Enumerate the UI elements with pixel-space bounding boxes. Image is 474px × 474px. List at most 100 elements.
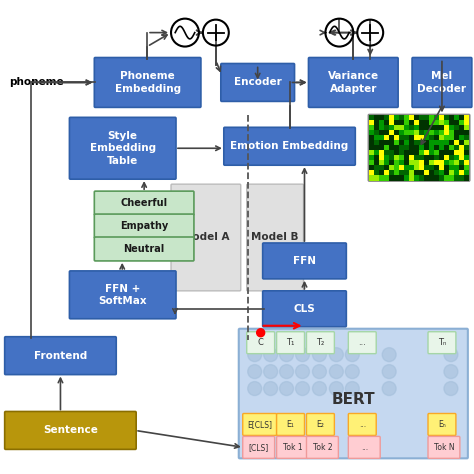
FancyBboxPatch shape bbox=[277, 332, 304, 354]
FancyBboxPatch shape bbox=[444, 160, 449, 166]
Circle shape bbox=[257, 329, 264, 337]
FancyBboxPatch shape bbox=[384, 150, 390, 156]
FancyBboxPatch shape bbox=[459, 135, 465, 141]
FancyBboxPatch shape bbox=[389, 170, 395, 176]
FancyBboxPatch shape bbox=[459, 140, 465, 146]
FancyBboxPatch shape bbox=[429, 165, 435, 171]
FancyBboxPatch shape bbox=[307, 437, 338, 458]
FancyBboxPatch shape bbox=[394, 130, 400, 136]
FancyBboxPatch shape bbox=[454, 145, 459, 151]
Text: Tok N: Tok N bbox=[434, 443, 454, 452]
FancyBboxPatch shape bbox=[369, 135, 375, 141]
FancyBboxPatch shape bbox=[384, 115, 390, 121]
Circle shape bbox=[312, 347, 327, 362]
FancyBboxPatch shape bbox=[444, 150, 449, 156]
FancyBboxPatch shape bbox=[414, 125, 419, 131]
FancyBboxPatch shape bbox=[424, 130, 429, 136]
FancyBboxPatch shape bbox=[414, 140, 419, 146]
FancyBboxPatch shape bbox=[444, 135, 449, 141]
FancyBboxPatch shape bbox=[444, 120, 449, 126]
FancyBboxPatch shape bbox=[404, 160, 410, 166]
FancyBboxPatch shape bbox=[369, 145, 375, 151]
FancyBboxPatch shape bbox=[409, 140, 415, 146]
FancyBboxPatch shape bbox=[444, 165, 449, 171]
FancyBboxPatch shape bbox=[389, 160, 395, 166]
FancyBboxPatch shape bbox=[379, 160, 385, 166]
FancyBboxPatch shape bbox=[69, 271, 176, 319]
FancyBboxPatch shape bbox=[379, 170, 385, 176]
FancyBboxPatch shape bbox=[429, 150, 435, 156]
FancyBboxPatch shape bbox=[404, 125, 410, 131]
FancyBboxPatch shape bbox=[464, 130, 469, 136]
FancyBboxPatch shape bbox=[454, 135, 459, 141]
FancyBboxPatch shape bbox=[459, 115, 465, 121]
FancyBboxPatch shape bbox=[369, 170, 375, 176]
FancyBboxPatch shape bbox=[459, 120, 465, 126]
FancyBboxPatch shape bbox=[69, 118, 176, 179]
Text: T₂: T₂ bbox=[316, 338, 325, 347]
Circle shape bbox=[295, 365, 310, 379]
FancyBboxPatch shape bbox=[369, 175, 375, 181]
Circle shape bbox=[444, 365, 458, 379]
Circle shape bbox=[382, 365, 396, 379]
FancyBboxPatch shape bbox=[379, 155, 385, 161]
FancyBboxPatch shape bbox=[369, 160, 375, 166]
FancyBboxPatch shape bbox=[399, 175, 405, 181]
Text: BERT: BERT bbox=[331, 392, 375, 407]
FancyBboxPatch shape bbox=[464, 125, 469, 131]
Text: Variance
Adapter: Variance Adapter bbox=[328, 71, 379, 94]
FancyBboxPatch shape bbox=[379, 140, 385, 146]
FancyBboxPatch shape bbox=[394, 145, 400, 151]
FancyBboxPatch shape bbox=[384, 165, 390, 171]
Text: E₁: E₁ bbox=[287, 420, 294, 429]
FancyBboxPatch shape bbox=[399, 130, 405, 136]
FancyBboxPatch shape bbox=[404, 135, 410, 141]
FancyBboxPatch shape bbox=[369, 165, 375, 171]
FancyBboxPatch shape bbox=[424, 145, 429, 151]
Circle shape bbox=[329, 365, 343, 379]
FancyBboxPatch shape bbox=[404, 155, 410, 161]
FancyBboxPatch shape bbox=[434, 140, 439, 146]
FancyBboxPatch shape bbox=[414, 150, 419, 156]
FancyBboxPatch shape bbox=[464, 145, 469, 151]
FancyBboxPatch shape bbox=[449, 140, 455, 146]
Circle shape bbox=[280, 365, 293, 379]
FancyBboxPatch shape bbox=[434, 160, 439, 166]
FancyBboxPatch shape bbox=[414, 165, 419, 171]
FancyBboxPatch shape bbox=[454, 120, 459, 126]
FancyBboxPatch shape bbox=[412, 57, 472, 108]
FancyBboxPatch shape bbox=[419, 160, 425, 166]
FancyBboxPatch shape bbox=[444, 175, 449, 181]
Text: Style
Embedding
Table: Style Embedding Table bbox=[90, 131, 156, 165]
FancyBboxPatch shape bbox=[404, 170, 410, 176]
FancyBboxPatch shape bbox=[348, 413, 376, 436]
FancyBboxPatch shape bbox=[454, 165, 459, 171]
FancyBboxPatch shape bbox=[171, 184, 241, 291]
FancyBboxPatch shape bbox=[434, 170, 439, 176]
FancyBboxPatch shape bbox=[399, 140, 405, 146]
Text: Model B: Model B bbox=[251, 232, 298, 242]
FancyBboxPatch shape bbox=[434, 115, 439, 121]
FancyBboxPatch shape bbox=[399, 145, 405, 151]
FancyBboxPatch shape bbox=[348, 437, 380, 458]
FancyBboxPatch shape bbox=[439, 155, 445, 161]
FancyBboxPatch shape bbox=[444, 130, 449, 136]
Text: Tₙ: Tₙ bbox=[438, 338, 446, 347]
FancyBboxPatch shape bbox=[389, 120, 395, 126]
FancyBboxPatch shape bbox=[414, 115, 419, 121]
FancyBboxPatch shape bbox=[428, 437, 460, 458]
FancyBboxPatch shape bbox=[399, 115, 405, 121]
FancyBboxPatch shape bbox=[384, 135, 390, 141]
FancyBboxPatch shape bbox=[369, 150, 375, 156]
FancyBboxPatch shape bbox=[409, 135, 415, 141]
FancyBboxPatch shape bbox=[454, 130, 459, 136]
FancyBboxPatch shape bbox=[439, 145, 445, 151]
FancyBboxPatch shape bbox=[379, 125, 385, 131]
Text: FFN +
SoftMax: FFN + SoftMax bbox=[99, 283, 147, 306]
FancyBboxPatch shape bbox=[348, 332, 376, 354]
FancyBboxPatch shape bbox=[409, 150, 415, 156]
FancyBboxPatch shape bbox=[424, 115, 429, 121]
FancyBboxPatch shape bbox=[384, 140, 390, 146]
FancyBboxPatch shape bbox=[419, 155, 425, 161]
FancyBboxPatch shape bbox=[459, 170, 465, 176]
